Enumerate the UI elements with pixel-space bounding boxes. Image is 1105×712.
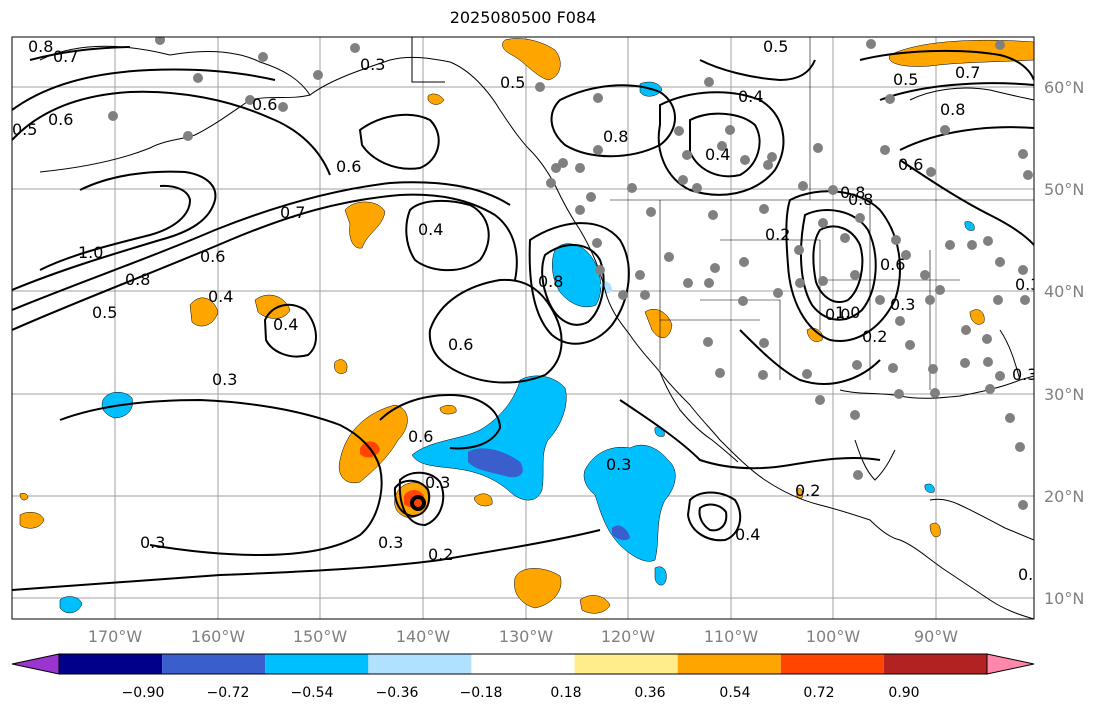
lon-label: 140°W [396,627,451,646]
contour-label: 0.8 [848,190,873,209]
contour-label: 0.6 [252,95,277,114]
contour-label: 0.4 [738,87,763,106]
colorbar-segment [265,654,369,674]
contour-label: 0.7 [280,203,305,222]
contour-label: 0.3 [1012,365,1037,384]
contour-label: 0.3 [140,533,165,552]
lon-label: 150°W [293,627,348,646]
lon-label: 90°W [914,627,958,646]
contour-label: 1.0 [835,303,860,322]
contour-label: 0.4 [705,145,730,164]
contour-label: 0.7 [53,47,78,66]
lat-label: 30°N [1044,385,1084,404]
station-markers [108,37,1033,510]
latitude-labels: 60°N 50°N 40°N 30°N 20°N 10°N [1044,78,1084,608]
colorbar-segment [162,654,266,674]
contour-label: 0.8 [125,270,150,289]
contour-label: 0.3 [212,370,237,389]
contour-label: 0.6 [200,247,225,266]
contour-label: 0.5 [893,70,918,89]
contour-label: 0.6 [48,110,73,129]
contour-label: 0.6 [448,335,473,354]
contour-label: 0.5 [500,73,525,92]
contour-label: 0.2 [862,327,887,346]
map-panel [12,37,1034,619]
colorbar-extend-max [986,653,1035,675]
contour-label: 0.3 [606,455,631,474]
contour-label: 0.4 [418,220,443,239]
negative-anomaly-fills [59,81,975,614]
chart-title: 2025080500 F084 [449,8,597,27]
colorbar-tick-label: 0.72 [803,685,834,701]
contour-label: 0.2 [428,545,453,564]
contour-label: 0.3 [425,473,450,492]
contour-label: 0.4 [273,315,298,334]
lat-label: 20°N [1044,487,1084,506]
contour-label: 0.7 [955,63,980,82]
coastlines [39,37,1034,619]
contour-label: 0.6 [336,157,361,176]
contour-label: 0.5 [763,37,788,56]
colorbar-tick-label: 0.18 [550,685,581,701]
contour-label: 0.3 [890,295,915,314]
contour-lines [12,46,1034,591]
longitude-labels: 170°W 160°W 150°W 140°W 130°W 120°W 110°… [88,627,958,646]
contour-label: 0.5 [92,303,117,322]
colorbar-segment [677,654,781,674]
colorbar-segment [574,654,678,674]
contour-label: 1.0 [78,243,103,262]
colorbar-tick-label: 0.36 [634,685,665,701]
contour-label: 0.2 [1018,565,1043,584]
strong-negative-fills [468,448,630,541]
colorbar-outline [58,653,988,675]
colorbar-extend-min [11,653,60,675]
lat-label: 10°N [1044,589,1084,608]
lon-label: 110°W [704,627,759,646]
colorbar-tick-label: −0.36 [376,685,419,701]
contour-label: 0.5 [12,120,37,139]
lon-label: 160°W [191,627,246,646]
contour-label: 0.3 [360,55,385,74]
lat-label: 60°N [1044,78,1084,97]
colorbar-tick-label: −0.54 [291,685,334,701]
colorbar-segment [471,654,575,674]
colorbar-segment [368,654,472,674]
contour-label: 0.2 [795,481,820,500]
colorbar-segment [883,654,987,674]
storm-center-marker [410,495,426,511]
lon-label: 130°W [499,627,554,646]
contour-label: 0.2 [765,225,790,244]
lat-label: 50°N [1044,180,1084,199]
contour-label: 0.6 [880,255,905,274]
lon-label: 120°W [601,627,656,646]
contour-label: 0.6 [408,427,433,446]
contour-label: 0.6 [898,155,923,174]
contour-label: 0.0 [825,305,850,324]
colorbar-segment [780,654,884,674]
colorbar-tick-label: 0.54 [719,685,750,701]
contour-labels: 0.8 0.7 0.5 0.6 0.3 0.5 0.5 0.4 0.8 0.6 … [12,37,1043,584]
colorbar-tick-labels: −0.90 −0.72 −0.54 −0.36 −0.18 0.18 0.36 … [122,685,920,701]
colorbar-segment [59,654,163,674]
lat-label: 40°N [1044,282,1084,301]
colorbar-tick-label: −0.90 [122,685,165,701]
contour-label: 0.8 [603,127,628,146]
contour-label: 0.4 [735,525,760,544]
contour-label: 0.3 [378,533,403,552]
contour-label: 0.8 [28,37,53,56]
contour-label: 0.8 [538,272,563,291]
lon-label: 100°W [806,627,861,646]
colorbar [11,653,1035,675]
contour-label: 0.8 [940,100,965,119]
contour-label: 0.3 [1015,275,1040,294]
colorbar-tick-label: −0.72 [207,685,250,701]
colorbar-tick-label: 0.90 [888,685,919,701]
contour-label: 0.8 [840,183,865,202]
contour-label: 0.4 [208,287,233,306]
map-frame [11,36,1035,620]
lon-label: 170°W [88,627,143,646]
colorbar-tick-label: −0.18 [460,685,503,701]
